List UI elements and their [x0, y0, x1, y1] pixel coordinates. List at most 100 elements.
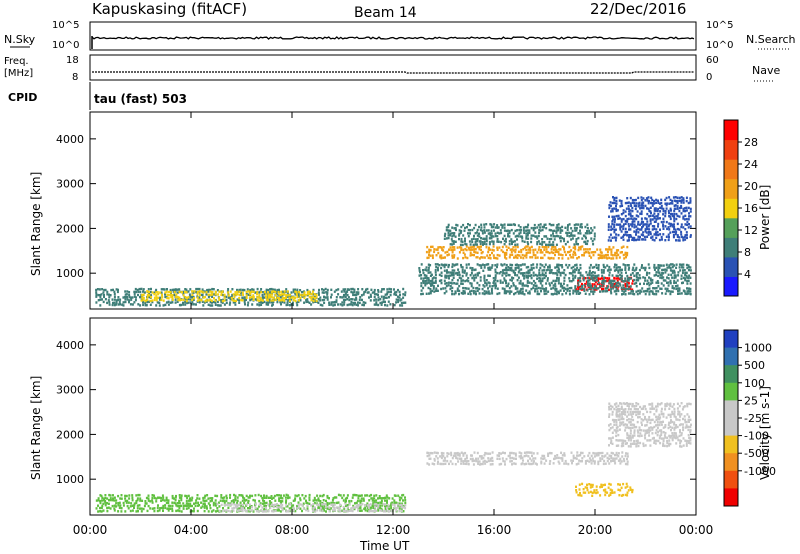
data-cell: [359, 494, 362, 497]
data-cell: [125, 293, 128, 296]
data-cell: [418, 274, 421, 277]
data-cell: [462, 279, 465, 282]
data-cell: [174, 499, 177, 502]
data-cell: [640, 212, 643, 216]
data-cell: [399, 304, 402, 307]
data-cell: [483, 459, 486, 463]
data-cell: [185, 288, 188, 291]
data-cell: [561, 229, 564, 232]
data-cell: [671, 420, 674, 424]
data-cell: [686, 236, 688, 240]
x-tick-label: 20:00: [578, 523, 613, 537]
data-cell: [326, 496, 329, 499]
data-cell: [551, 246, 554, 249]
data-cell: [648, 293, 651, 296]
data-cell: [668, 222, 671, 225]
data-cell: [443, 237, 446, 240]
data-cell: [458, 229, 461, 232]
data-cell: [672, 234, 675, 237]
data-cell: [650, 236, 653, 239]
data-cell: [556, 454, 559, 457]
data-cell: [400, 507, 403, 510]
data-cell: [624, 210, 627, 213]
data-cell: [240, 291, 242, 294]
data-cell: [615, 277, 618, 280]
data-cell: [428, 292, 430, 295]
data-cell: [377, 298, 380, 302]
data-cell: [258, 304, 261, 307]
data-cell: [332, 509, 335, 512]
data-cell: [460, 451, 463, 454]
data-cell: [187, 506, 190, 510]
data-cell: [550, 251, 553, 254]
data-cell: [269, 502, 272, 505]
data-cell: [446, 452, 449, 455]
data-cell: [545, 245, 547, 249]
data-cell: [590, 227, 593, 230]
data-cell: [534, 248, 537, 251]
data-cell: [454, 235, 457, 238]
data-cell: [514, 254, 517, 257]
data-cell: [400, 506, 403, 509]
data-cell: [314, 510, 317, 513]
data-cell: [617, 452, 620, 455]
data-cell: [107, 299, 110, 302]
data-cell: [664, 268, 667, 271]
data-cell: [627, 204, 630, 208]
data-cell: [473, 268, 476, 272]
data-cell: [472, 243, 475, 247]
data-cell: [299, 498, 302, 502]
data-cell: [543, 223, 546, 227]
data-cell: [525, 248, 528, 252]
data-cell: [688, 212, 690, 215]
data-cell: [667, 238, 670, 242]
data-cell: [626, 234, 629, 237]
data-cell: [501, 224, 504, 227]
data-cell: [563, 246, 565, 249]
data-cell: [465, 274, 468, 277]
data-cell: [471, 267, 474, 270]
data-cell: [128, 494, 131, 497]
data-cell: [588, 287, 591, 290]
data-cell: [568, 287, 571, 290]
data-cell: [665, 204, 668, 207]
data-cell: [232, 293, 235, 296]
data-cell: [485, 291, 488, 295]
data-cell: [573, 243, 576, 246]
data-cell: [639, 432, 642, 435]
data-cell: [662, 264, 665, 267]
data-cell: [145, 502, 148, 505]
data-cell: [496, 224, 499, 227]
data-cell: [610, 228, 613, 231]
data-cell: [351, 287, 354, 291]
data-cell: [281, 506, 284, 509]
data-cell: [447, 253, 450, 256]
data-cell: [518, 282, 521, 285]
data-cell: [313, 496, 316, 500]
data-cell: [620, 236, 623, 239]
data-cell: [496, 257, 499, 260]
data-cell: [495, 284, 497, 287]
data-cell: [171, 288, 174, 292]
data-cell: [353, 493, 356, 497]
data-cell: [673, 421, 676, 424]
data-cell: [503, 460, 506, 463]
data-cell: [444, 282, 447, 285]
data-cell: [460, 265, 463, 269]
data-cell: [646, 439, 649, 442]
data-cell: [243, 499, 246, 502]
data-cell: [678, 434, 681, 438]
data-cell: [462, 256, 465, 260]
data-cell: [574, 276, 577, 279]
data-cell: [219, 304, 222, 307]
data-cell: [571, 237, 574, 240]
data-cell: [613, 236, 616, 239]
data-cell: [595, 263, 598, 267]
data-cell: [687, 292, 690, 295]
data-cell: [291, 301, 294, 304]
data-cell: [249, 494, 251, 497]
data-cell: [450, 453, 453, 457]
data-cell: [359, 296, 362, 299]
data-cell: [639, 212, 642, 215]
data-cell: [453, 452, 456, 455]
